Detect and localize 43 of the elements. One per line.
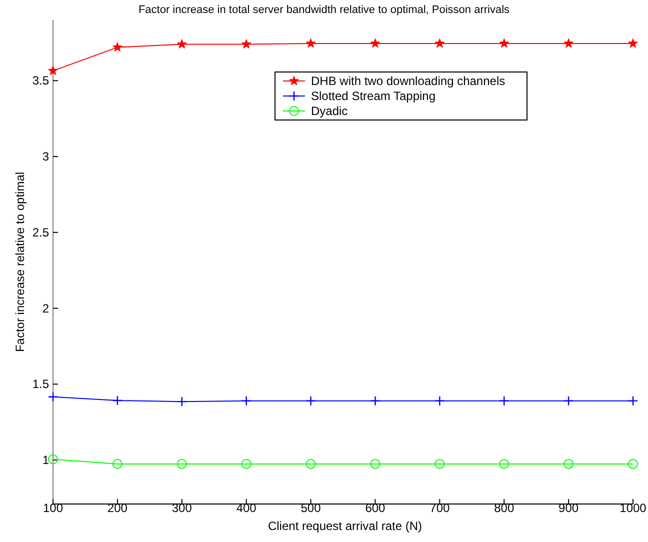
point — [48, 66, 58, 76]
y-tick-label: 1 — [42, 453, 50, 467]
point — [176, 39, 187, 49]
point — [370, 458, 380, 469]
point — [48, 392, 58, 402]
x-axis-title: Client request arrival rate (N) — [268, 519, 422, 533]
x-tick-label: 1000 — [620, 501, 647, 515]
point — [241, 396, 252, 406]
point — [370, 38, 380, 48]
y-axis-title: Factor increase relative to optimal — [13, 172, 27, 352]
point — [112, 458, 122, 469]
point — [112, 395, 123, 406]
point — [306, 38, 316, 48]
point — [48, 454, 58, 464]
point — [370, 396, 380, 406]
point — [306, 458, 316, 469]
y-tick-label: 3 — [42, 150, 50, 164]
y-tick-label: 2.5 — [32, 225, 50, 240]
point — [176, 458, 187, 469]
y-tick-label: 2 — [42, 301, 50, 316]
point — [241, 39, 252, 49]
legend-label: Dyadic — [311, 104, 348, 118]
point — [628, 396, 638, 406]
point — [306, 396, 316, 406]
y-tick-label: 1.5 — [32, 377, 50, 392]
chart-title: Factor increase in total server bandwidth relative to optimal, Poisson arrivals — [138, 4, 510, 16]
point — [434, 38, 445, 48]
point — [564, 458, 574, 469]
legend-label: Slotted Stream Tapping — [311, 89, 436, 103]
point — [628, 458, 638, 469]
point — [499, 458, 510, 469]
point — [434, 396, 445, 406]
point — [564, 38, 574, 48]
point — [563, 396, 574, 406]
point — [241, 458, 252, 469]
y-tick-label: 3.5 — [32, 74, 50, 88]
legend-label: DHB with two downloading channels — [311, 74, 506, 88]
point — [499, 38, 510, 48]
point — [628, 38, 638, 48]
point — [434, 458, 445, 469]
point — [499, 396, 510, 406]
point — [176, 396, 187, 407]
point — [112, 42, 122, 52]
